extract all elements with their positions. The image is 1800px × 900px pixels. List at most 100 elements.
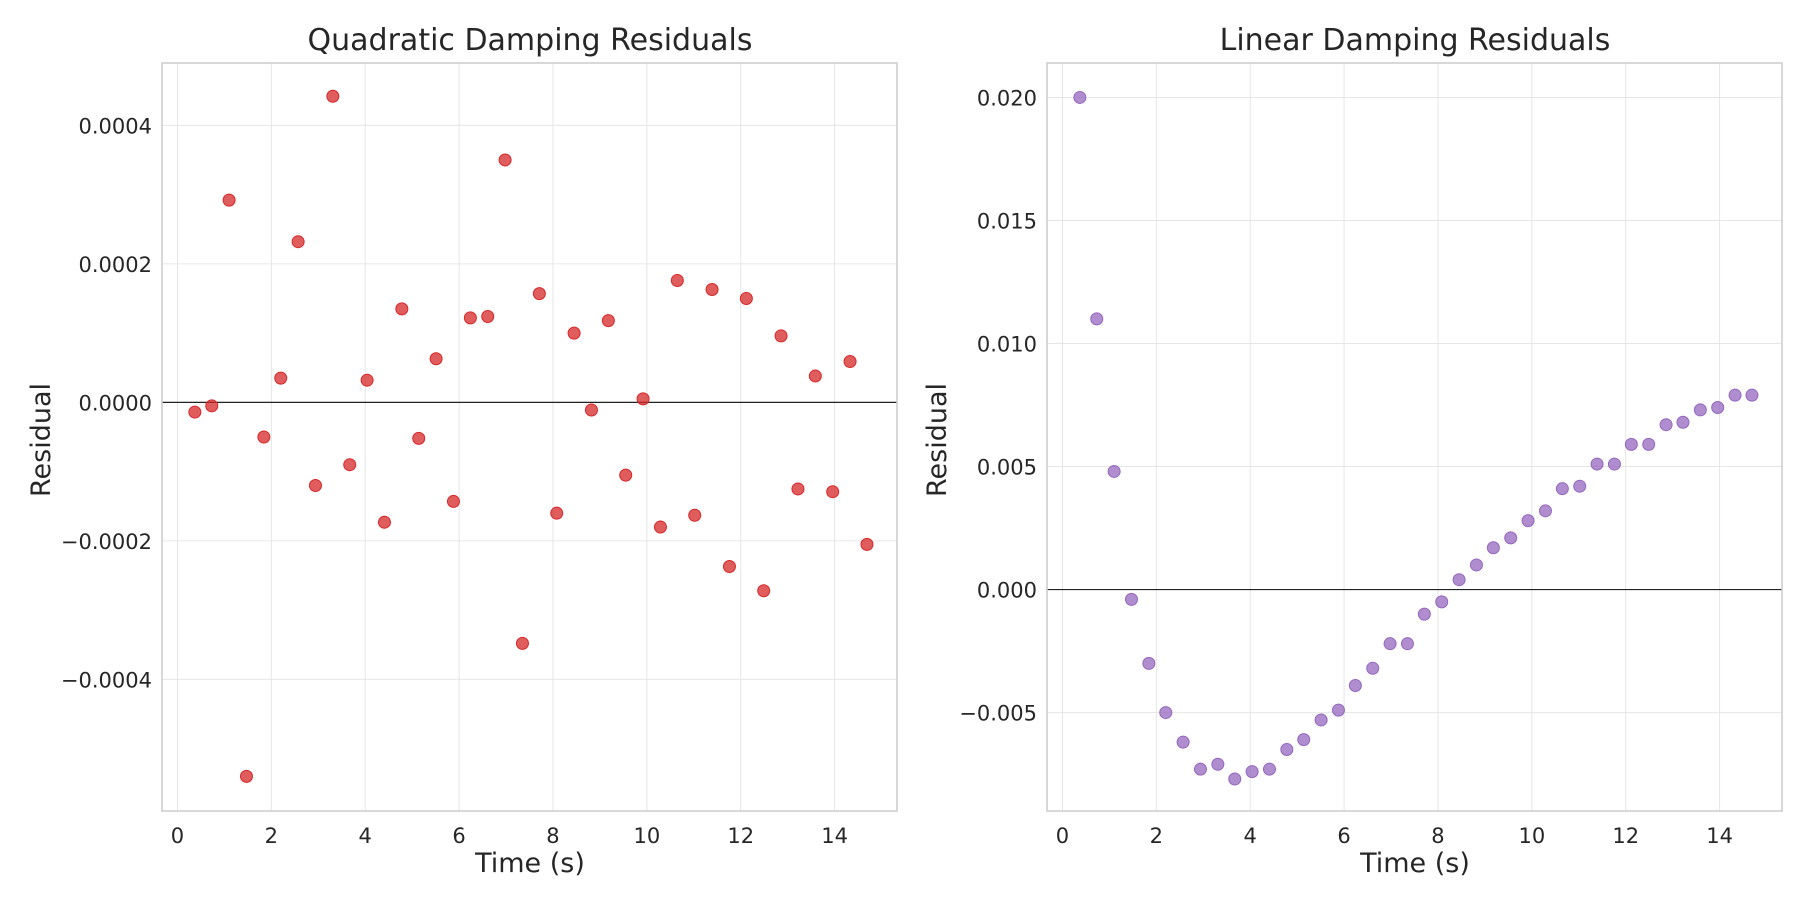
- x-axis-label: Time (s): [474, 848, 585, 879]
- plot-area: 0 2 4 6 8 10 12 14 −0.0004 −0.0002 0.0000 0.0002 0.0…: [61, 62, 898, 848]
- data-point: [1245, 765, 1259, 779]
- y-tick-label: 0.015: [977, 209, 1037, 233]
- chart-linear: 0 2 4 6 8 10 12 14 −0.005 0.000 0.005 0.010 0.015 0.0…: [922, 23, 1783, 879]
- data-point: [429, 352, 443, 366]
- data-point: [1314, 713, 1328, 727]
- y-tick-label: 0.000: [977, 579, 1037, 603]
- data-point: [274, 371, 288, 385]
- data-point: [636, 392, 650, 406]
- x-tick-label: 4: [359, 824, 372, 848]
- data-point: [188, 405, 202, 419]
- x-axis-label: Time (s): [1359, 848, 1470, 879]
- data-point: [532, 287, 546, 301]
- y-tick-label: −0.0002: [61, 530, 152, 554]
- data-point: [239, 769, 253, 783]
- data-point: [1073, 90, 1087, 104]
- data-point: [1090, 312, 1104, 326]
- x-tick-label: 12: [727, 824, 754, 848]
- x-tick-label: 6: [452, 824, 465, 848]
- data-point: [757, 584, 771, 598]
- data-point: [1693, 403, 1707, 417]
- data-point: [1262, 762, 1276, 776]
- x-tick-label: 10: [1518, 824, 1545, 848]
- data-point: [1124, 592, 1138, 606]
- data-point: [722, 560, 736, 574]
- data-point: [446, 494, 460, 508]
- data-point: [1193, 762, 1207, 776]
- data-point: [567, 326, 581, 340]
- data-point: [343, 458, 357, 472]
- data-point: [377, 515, 391, 529]
- data-point: [1486, 541, 1500, 555]
- data-point: [463, 311, 477, 325]
- x-tick-label: 2: [265, 824, 278, 848]
- y-tick-label: 0.010: [977, 333, 1037, 357]
- data-point: [1469, 558, 1483, 572]
- data-point: [1676, 415, 1690, 429]
- y-tick-label: 0.0000: [79, 391, 152, 415]
- plot-area: 0 2 4 6 8 10 12 14 −0.005 0.000 0.005 0.010 0.015 0.0…: [959, 62, 1783, 848]
- x-tick-label: 6: [1337, 824, 1350, 848]
- data-point: [791, 482, 805, 496]
- chart-title: Linear Damping Residuals: [1220, 23, 1611, 58]
- x-tick-label: 14: [1706, 824, 1733, 848]
- data-point: [1521, 514, 1535, 528]
- data-point: [1159, 706, 1173, 720]
- data-point: [1400, 637, 1414, 651]
- y-axis-label: Residual: [26, 383, 57, 497]
- data-point: [481, 309, 495, 323]
- data-point: [1642, 437, 1656, 451]
- x-tick-label: 2: [1150, 824, 1163, 848]
- data-point: [670, 273, 684, 287]
- data-point: [257, 430, 271, 444]
- x-tick-label: 8: [546, 824, 559, 848]
- y-tick-label: −0.0004: [61, 668, 152, 692]
- data-point: [1728, 388, 1742, 402]
- chart-title: Quadratic Damping Residuals: [308, 23, 753, 58]
- y-tick-label: 0.0002: [79, 253, 152, 277]
- x-tick-label: 0: [1056, 824, 1069, 848]
- data-point: [774, 329, 788, 343]
- data-point: [515, 636, 529, 650]
- data-point: [1607, 457, 1621, 471]
- data-point: [1348, 679, 1362, 693]
- data-point: [808, 369, 822, 383]
- data-point: [1573, 479, 1587, 493]
- data-point: [1107, 464, 1121, 478]
- data-point: [653, 520, 667, 534]
- data-point: [360, 373, 374, 387]
- plot-frame: [1046, 62, 1783, 812]
- x-tick-label: 14: [821, 824, 848, 848]
- plot-frame: [161, 62, 898, 812]
- data-point: [1659, 418, 1673, 432]
- data-point: [1452, 573, 1466, 587]
- data-point: [308, 478, 322, 492]
- data-point: [1280, 742, 1294, 756]
- y-tick-label: −0.005: [959, 702, 1037, 726]
- data-point: [205, 399, 219, 413]
- data-point: [412, 431, 426, 445]
- data-point: [1297, 733, 1311, 747]
- x-tick-label: 12: [1612, 824, 1639, 848]
- data-point: [498, 153, 512, 167]
- data-point: [291, 235, 305, 249]
- data-point: [222, 193, 236, 207]
- data-point: [1142, 656, 1156, 670]
- data-point: [739, 291, 753, 305]
- data-point: [1417, 607, 1431, 621]
- y-axis-label: Residual: [922, 383, 953, 497]
- x-tick-label: 8: [1431, 824, 1444, 848]
- y-tick-label: 0.005: [977, 456, 1037, 480]
- data-point: [1538, 504, 1552, 518]
- data-point: [1366, 661, 1380, 675]
- data-point: [584, 403, 598, 417]
- data-point: [326, 89, 340, 103]
- data-point: [601, 314, 615, 328]
- data-point: [1745, 388, 1759, 402]
- data-point: [1504, 531, 1518, 545]
- x-tick-label: 10: [633, 824, 660, 848]
- y-tick-label: 0.0004: [79, 114, 152, 138]
- data-point: [1555, 482, 1569, 496]
- data-point: [860, 537, 874, 551]
